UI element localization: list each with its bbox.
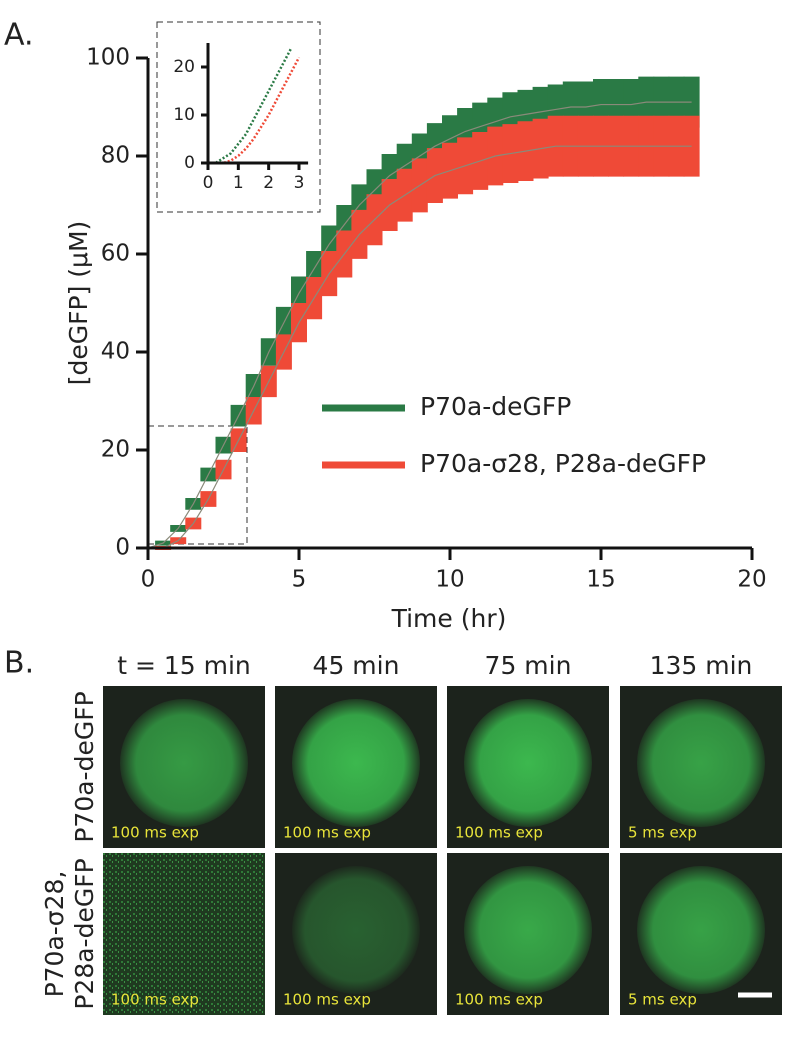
micrograph — [103, 853, 265, 1015]
x-tick-label: 0 — [203, 173, 214, 193]
exposure-label: 100 ms exp — [283, 991, 371, 1009]
x-tick-label: 0 — [141, 567, 156, 593]
column-header: 135 min — [650, 651, 753, 680]
droplet — [637, 699, 765, 827]
row-label: P70a-deGFP — [70, 691, 99, 842]
droplet — [292, 866, 420, 994]
y-axis-label: [deGFP] (μM) — [64, 221, 93, 386]
y-tick-label: 60 — [101, 241, 130, 267]
x-axis-label: Time (hr) — [391, 604, 507, 633]
y-tick-label: 10 — [173, 105, 195, 125]
column-header: 45 min — [313, 651, 400, 680]
y-tick-label: 0 — [115, 535, 130, 561]
y-tick-label: 20 — [101, 437, 130, 463]
panel-label: B. — [4, 646, 34, 681]
x-tick-label: 20 — [737, 567, 766, 593]
x-tick-label: 1 — [233, 173, 244, 193]
x-tick-label: 15 — [586, 567, 615, 593]
exposure-label: 100 ms exp — [455, 824, 543, 842]
mean-line — [147, 101, 692, 549]
exposure-label: 100 ms exp — [111, 991, 199, 1009]
inset-frame — [156, 21, 321, 213]
row-label: P70a-σ28, — [40, 871, 69, 998]
y-tick-label: 100 — [86, 45, 130, 71]
y-tick-label: 20 — [173, 57, 195, 77]
panel-label: A. — [4, 18, 34, 53]
image-grid: t = 15 min 45 min 75 min 135 min P70a-deGFP 1… — [40, 651, 782, 1015]
y-tick-label: 0 — [184, 153, 195, 173]
x-tick-label: 10 — [435, 567, 464, 593]
mean-line — [148, 145, 692, 549]
exposure-label: 100 ms exp — [283, 824, 371, 842]
y-tick-label: 40 — [101, 339, 130, 365]
legend-label: P70a-deGFP — [420, 392, 571, 421]
droplet — [464, 699, 592, 827]
legend-label: P70a-σ28, P28a-deGFP — [420, 449, 706, 478]
column-header: t = 15 min — [117, 651, 251, 680]
exposure-label: 100 ms exp — [455, 991, 543, 1009]
droplet — [292, 699, 420, 827]
exposure-label: 5 ms exp — [628, 824, 697, 842]
row-label: P28a-deGFP — [70, 858, 99, 1009]
column-header: 75 min — [485, 651, 572, 680]
droplet — [120, 699, 248, 827]
x-tick-label: 2 — [263, 173, 274, 193]
x-tick-label: 3 — [294, 173, 305, 193]
x-tick-label: 5 — [292, 567, 307, 593]
exposure-label: 100 ms exp — [111, 824, 199, 842]
droplet — [637, 866, 765, 994]
exposure-label: 5 ms exp — [628, 991, 697, 1009]
droplet — [464, 866, 592, 994]
inset-line — [208, 47, 293, 165]
y-tick-label: 80 — [101, 143, 130, 169]
